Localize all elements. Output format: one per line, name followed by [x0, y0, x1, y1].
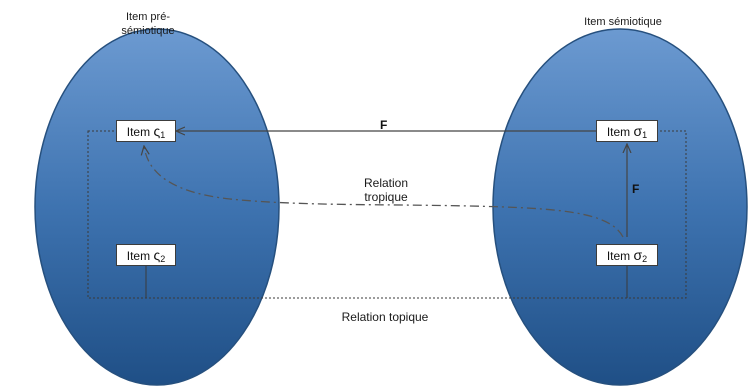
- item-index: 1: [642, 130, 648, 140]
- f-vertical-label: F: [632, 182, 640, 196]
- item-prefix: Item: [606, 249, 631, 263]
- left-set-caption: Item pré- sémiotique: [103, 10, 193, 38]
- item-right-bottom: Item σ2: [596, 244, 658, 266]
- topique-frame: [87, 130, 687, 299]
- item-index: 2: [642, 254, 648, 264]
- item-index: 2: [160, 254, 166, 264]
- topique-label-text: Relation topique: [341, 310, 429, 324]
- tropique-label-line2: tropique: [364, 190, 408, 204]
- tropique-label: Relation tropique: [346, 176, 426, 204]
- left-set-caption-line2: sémiotique: [121, 25, 175, 37]
- item-left-bottom: Item ς2: [116, 244, 176, 266]
- item-right-top: Item σ1: [596, 120, 658, 142]
- item-symbol: σ: [633, 123, 643, 139]
- right-set-caption-text: Item sémiotique: [584, 16, 662, 28]
- right-set-caption: Item sémiotique: [568, 15, 678, 29]
- item-index: 1: [160, 130, 166, 140]
- item-prefix: Item: [126, 125, 151, 139]
- item-symbol: ς: [153, 247, 161, 263]
- tropique-label-line1: Relation: [363, 176, 409, 190]
- item-prefix: Item: [126, 249, 151, 263]
- item-symbol: σ: [633, 247, 643, 263]
- item-left-top: Item ς1: [116, 120, 176, 142]
- topique-label: Relation topique: [320, 310, 450, 324]
- left-set-ellipse: [34, 28, 280, 386]
- right-set-ellipse: [492, 28, 748, 386]
- item-prefix: Item: [606, 125, 631, 139]
- item-symbol: ς: [153, 123, 161, 139]
- f-horizontal-label: F: [380, 118, 388, 132]
- left-set-caption-line1: Item pré-: [125, 11, 170, 23]
- tropique-curve: [144, 146, 624, 238]
